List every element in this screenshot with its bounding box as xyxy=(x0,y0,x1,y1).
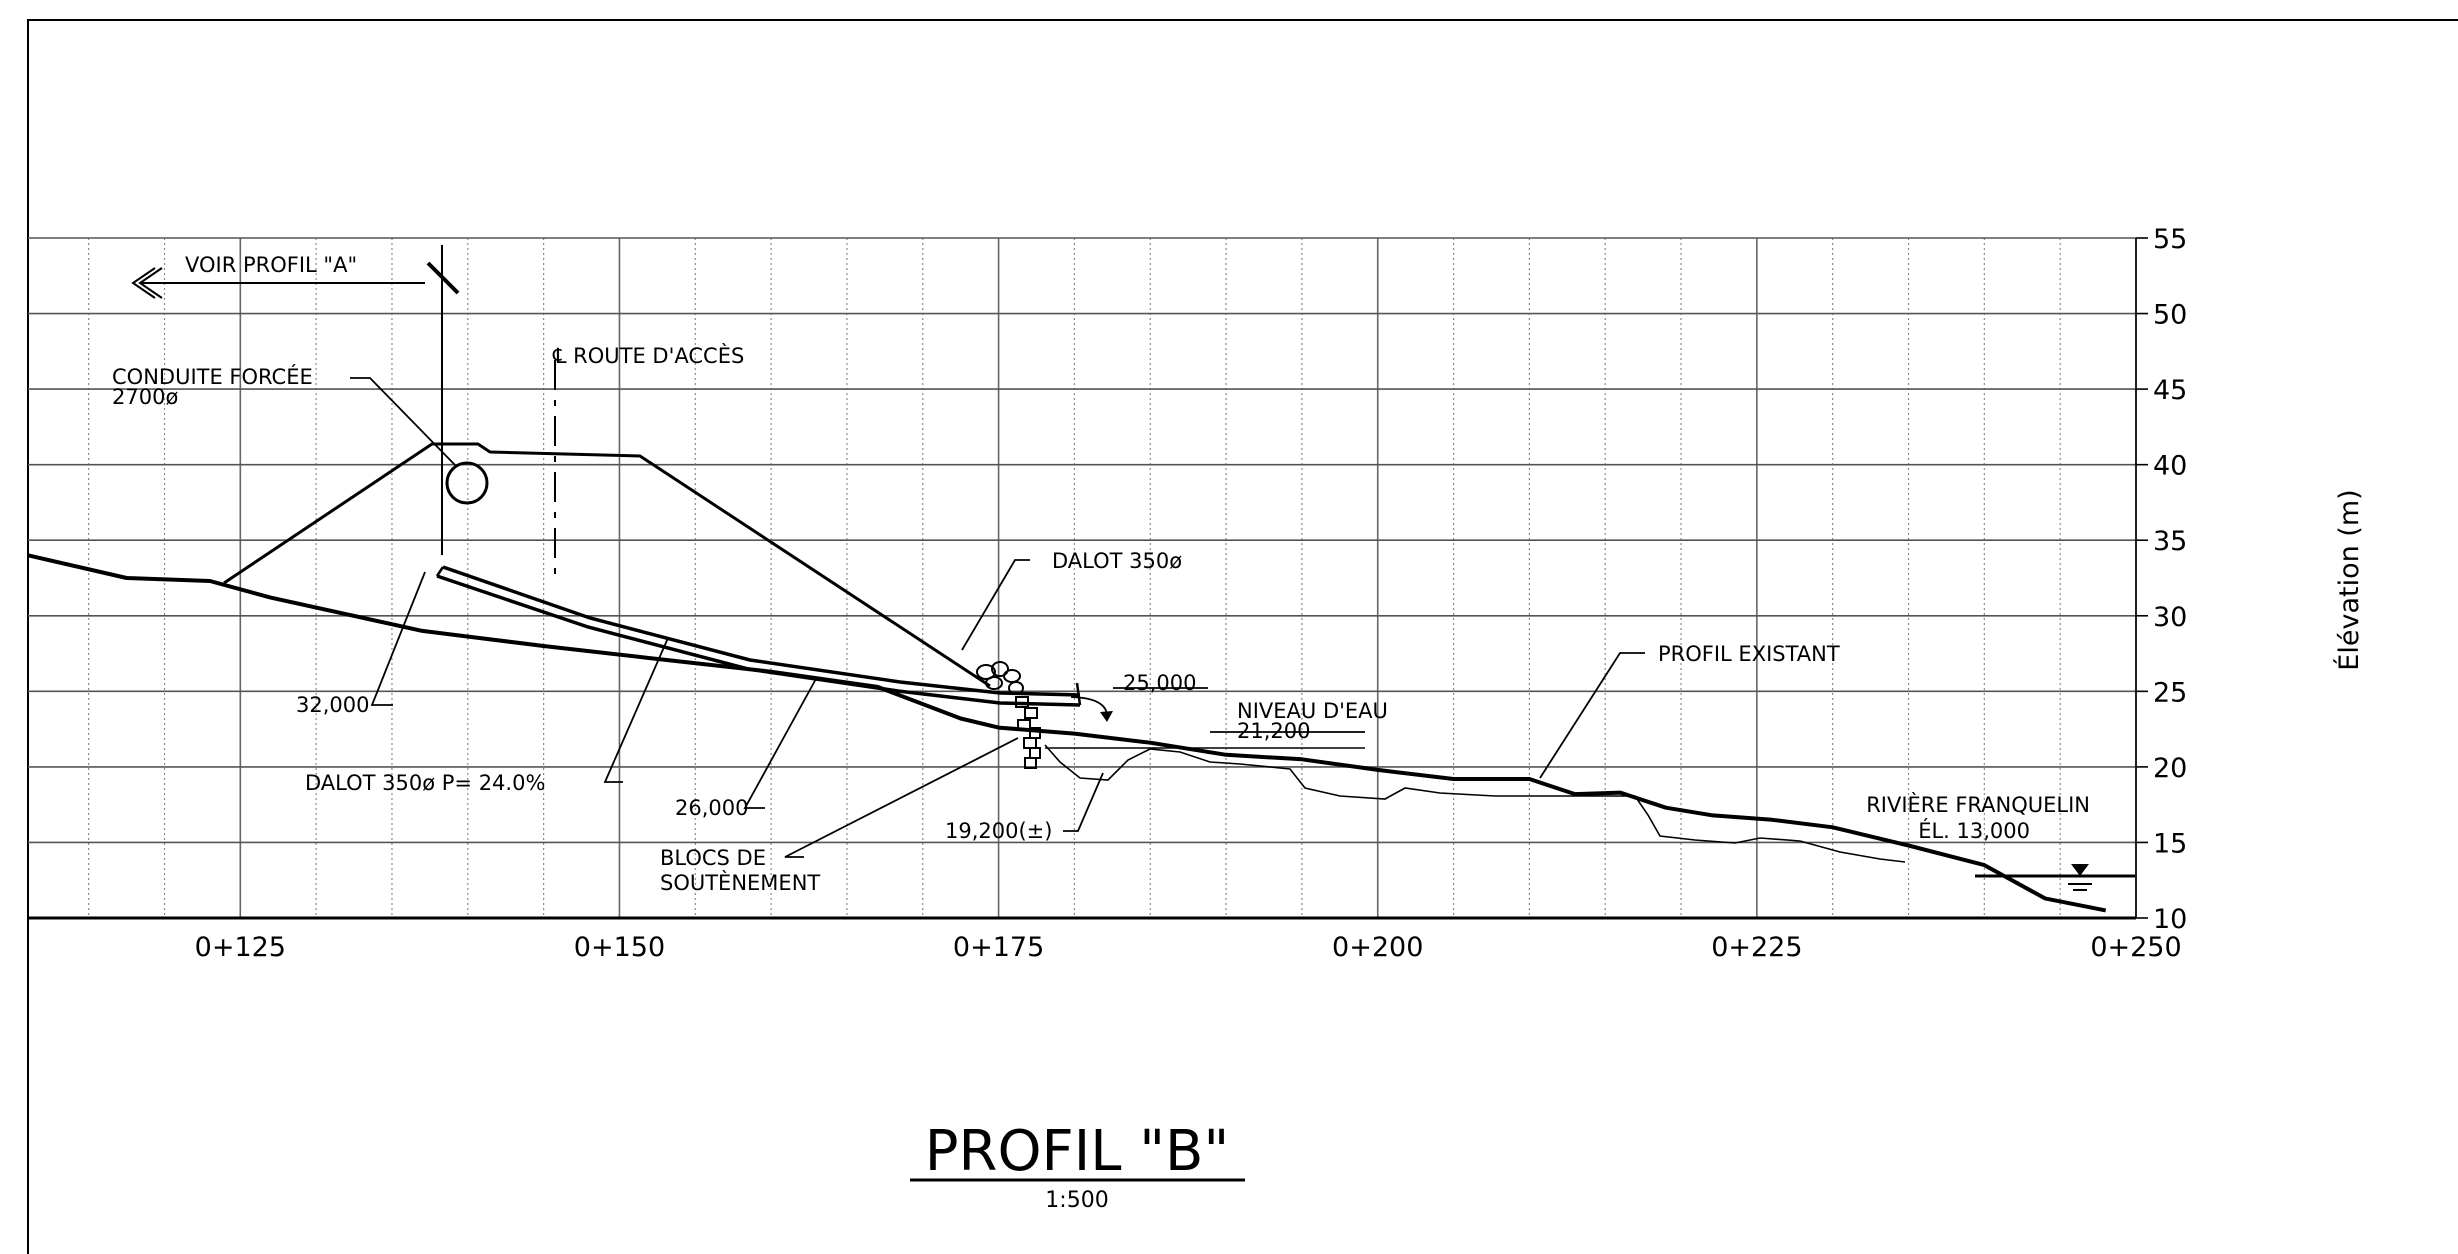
label-blocs-1: BLOCS DE xyxy=(660,846,766,870)
label-blocs-2: SOUTÈNEMENT xyxy=(660,870,820,895)
x-tick-label: 0+225 xyxy=(1711,932,1802,963)
y-tick-labels: 10 15 20 25 30 35 40 45 50 55 xyxy=(2135,224,2187,935)
x-tick-labels: 0+125 0+150 0+175 0+200 0+225 0+250 xyxy=(195,932,2182,963)
arrow-head-icon xyxy=(1100,711,1113,722)
label-elev-26: 26,000 xyxy=(675,796,748,820)
label-riviere-2: ÉL. 13,000 xyxy=(1918,818,2030,843)
culvert-pipe xyxy=(435,565,1082,707)
y-tick-label: 10 xyxy=(2153,904,2187,935)
y-tick-label: 45 xyxy=(2153,375,2187,406)
label-dalot-top: DALOT 350ø xyxy=(1052,549,1182,573)
leader-lines xyxy=(350,377,1645,858)
water-level-symbol xyxy=(2068,864,2092,891)
label-riviere-1: RIVIÈRE FRANQUELIN xyxy=(1866,792,2090,817)
y-tick-label: 25 xyxy=(2153,677,2187,708)
annotation-labels: VOIR PROFIL "A" ℄ ROUTE D'ACCÈS CONDUITE… xyxy=(112,253,2090,895)
drawing-scale: 1:500 xyxy=(1045,1188,1108,1213)
penstock-circle xyxy=(445,461,489,505)
label-elev-32: 32,000 xyxy=(296,693,369,717)
label-voir-profil: VOIR PROFIL "A" xyxy=(185,253,357,277)
label-conduite-1: CONDUITE FORCÉE xyxy=(112,364,313,389)
label-niveau-2: 21,200 xyxy=(1237,719,1310,743)
x-tick-label: 0+250 xyxy=(2090,932,2181,963)
y-axis-title: Élévation (m) xyxy=(2333,489,2365,670)
section-cut-marker xyxy=(131,245,460,555)
x-tick-label: 0+150 xyxy=(574,932,665,963)
label-profil-existant: PROFIL EXISTANT xyxy=(1658,642,1840,666)
label-conduite-2: 2700ø xyxy=(112,385,178,409)
drawing-border xyxy=(27,19,2458,1254)
x-tick-label: 0+175 xyxy=(953,932,1044,963)
x-tick-label: 0+125 xyxy=(195,932,286,963)
y-tick-label: 15 xyxy=(2153,828,2187,859)
label-elev-19: 19,200(±) xyxy=(945,819,1052,843)
vertical-grid xyxy=(88,238,2137,918)
drawing-title: PROFIL "B" xyxy=(925,1119,1229,1184)
y-tick-label: 50 xyxy=(2153,300,2187,331)
y-tick-label: 55 xyxy=(2153,224,2187,255)
label-dalot-slope: DALOT 350ø P= 24.0% xyxy=(305,771,545,795)
riverbed-thin-line xyxy=(1044,744,1906,863)
label-niveau-1: NIVEAU D'EAU xyxy=(1237,699,1388,723)
road-embankment-outline xyxy=(223,442,991,688)
y-tick-label: 40 xyxy=(2153,451,2187,482)
y-tick-label: 35 xyxy=(2153,526,2187,557)
y-tick-label: 20 xyxy=(2153,753,2187,784)
label-elev-25: 25,000 xyxy=(1123,671,1196,695)
horizontal-grid xyxy=(28,237,2136,920)
x-tick-label: 0+200 xyxy=(1332,932,1423,963)
y-tick-label: 30 xyxy=(2153,602,2187,633)
label-route: ℄ ROUTE D'ACCÈS xyxy=(552,343,744,368)
existing-ground-line xyxy=(27,553,2107,913)
retaining-blocks-icon xyxy=(976,661,1041,769)
